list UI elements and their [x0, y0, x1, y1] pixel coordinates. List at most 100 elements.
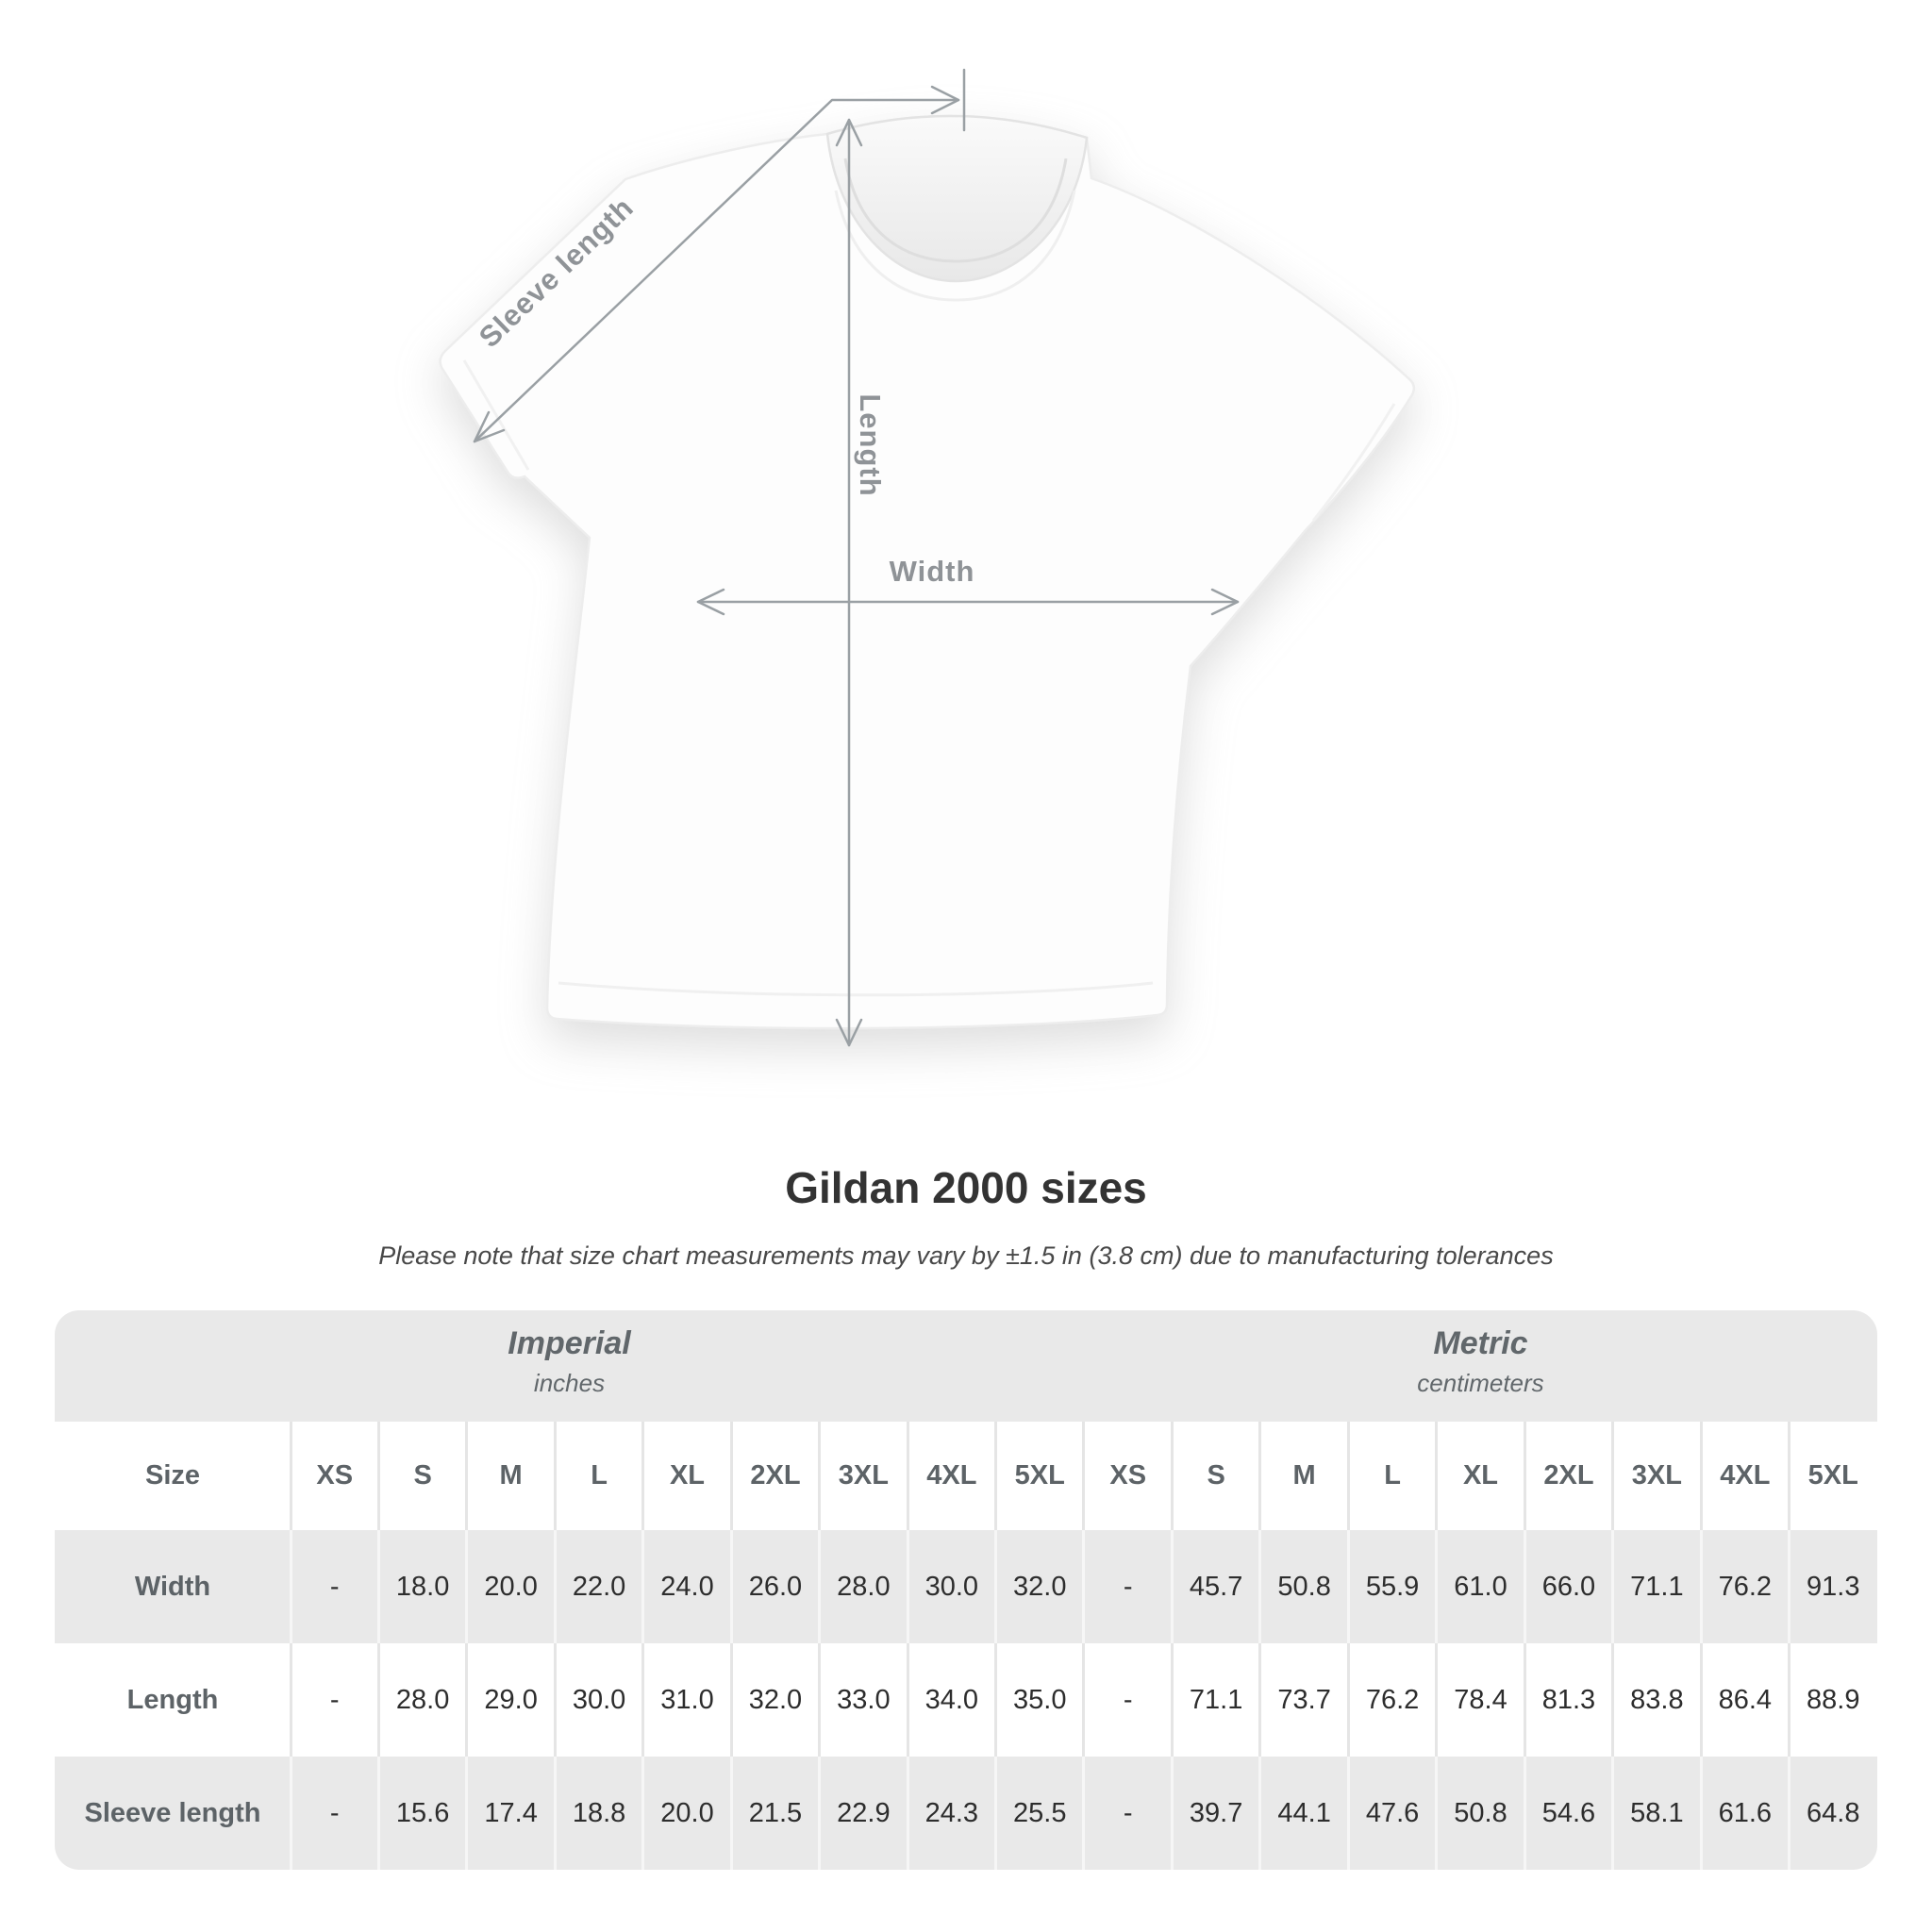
value-cell: 91.3 — [1788, 1530, 1877, 1643]
value-cell: 50.8 — [1258, 1530, 1348, 1643]
group-header-imperial: Imperial inches — [55, 1310, 1084, 1422]
left-cuff-stitching — [462, 359, 530, 471]
value-cell: 24.0 — [641, 1530, 731, 1643]
column-header: 4XL — [1699, 1422, 1789, 1530]
group-header-metric: Metric centimeters — [1084, 1310, 1877, 1422]
value-cell: 61.0 — [1435, 1530, 1524, 1643]
column-header: XS — [289, 1422, 378, 1530]
column-header: S — [1170, 1422, 1259, 1530]
table-row-sleeve-length: Sleeve length - 15.6 17.4 18.8 20.0 21.5… — [55, 1757, 1877, 1870]
row-label: Width — [134, 1571, 211, 1602]
column-header: M — [1258, 1422, 1348, 1530]
column-header: L — [553, 1422, 642, 1530]
value-cell: 58.1 — [1611, 1757, 1701, 1870]
value-cell: 71.1 — [1170, 1643, 1259, 1757]
group-unit-metric: centimeters — [1417, 1369, 1544, 1397]
right-cuff-stitching — [1311, 403, 1396, 522]
table-row-length: Length - 28.0 29.0 30.0 31.0 32.0 33.0 3… — [55, 1643, 1877, 1757]
value-cell: 35.0 — [994, 1643, 1084, 1757]
column-header: 4XL — [906, 1422, 995, 1530]
size-chart-table: Imperial inches Metric centimeters Size … — [55, 1310, 1877, 1870]
tolerance-note: Please note that size chart measurements… — [378, 1241, 1554, 1270]
value-cell: 33.0 — [818, 1643, 908, 1757]
column-header: S — [376, 1422, 466, 1530]
value-cell: 88.9 — [1788, 1643, 1877, 1757]
value-cell: - — [1082, 1757, 1172, 1870]
column-header-size: Size — [144, 1460, 201, 1491]
column-header: 5XL — [1788, 1422, 1877, 1530]
value-cell: 44.1 — [1258, 1757, 1348, 1870]
value-cell: 32.0 — [729, 1643, 819, 1757]
column-header: 2XL — [1523, 1422, 1612, 1530]
value-cell: 28.0 — [376, 1643, 466, 1757]
table-row-width: Width - 18.0 20.0 22.0 24.0 26.0 28.0 30… — [55, 1530, 1877, 1643]
value-cell: 83.8 — [1611, 1643, 1701, 1757]
tshirt-measurement-diagram: Sleeve length Length Width — [439, 68, 1416, 1047]
group-label-metric: Metric — [1433, 1325, 1528, 1361]
value-cell: 86.4 — [1699, 1643, 1789, 1757]
page-title: Gildan 2000 sizes — [785, 1163, 1147, 1212]
column-header: 5XL — [994, 1422, 1084, 1530]
value-cell: 17.4 — [465, 1757, 555, 1870]
value-cell: 45.7 — [1170, 1530, 1259, 1643]
value-cell: 71.1 — [1611, 1530, 1701, 1643]
header-row: Size XS S M L XL 2XL 3XL 4XL 5XL XS S M … — [55, 1422, 1877, 1530]
value-cell: 76.2 — [1346, 1643, 1436, 1757]
tshirt-silhouette — [439, 114, 1416, 1030]
value-cell: 20.0 — [641, 1757, 731, 1870]
value-cell: 54.6 — [1523, 1757, 1612, 1870]
value-cell: 66.0 — [1523, 1530, 1612, 1643]
value-cell: 64.8 — [1788, 1757, 1877, 1870]
value-cell: 22.9 — [818, 1757, 908, 1870]
column-header: L — [1346, 1422, 1436, 1530]
value-cell: 21.5 — [729, 1757, 819, 1870]
value-cell: 15.6 — [376, 1757, 466, 1870]
length-arrow — [835, 118, 863, 1047]
value-cell: 31.0 — [641, 1643, 731, 1757]
width-arrow — [696, 588, 1240, 616]
row-label: Sleeve length — [84, 1797, 261, 1828]
value-cell: 24.3 — [906, 1757, 995, 1870]
column-header: 2XL — [729, 1422, 819, 1530]
value-cell: 18.0 — [376, 1530, 466, 1643]
value-cell: 50.8 — [1435, 1757, 1524, 1870]
value-cell: 34.0 — [906, 1643, 995, 1757]
value-cell: 78.4 — [1435, 1643, 1524, 1757]
value-cell: 18.8 — [553, 1757, 642, 1870]
value-cell: 76.2 — [1699, 1530, 1789, 1643]
value-cell: 61.6 — [1699, 1757, 1789, 1870]
value-cell: - — [1082, 1530, 1172, 1643]
column-header: XL — [641, 1422, 731, 1530]
value-cell: 55.9 — [1346, 1530, 1436, 1643]
column-header: 3XL — [818, 1422, 908, 1530]
value-cell: 73.7 — [1258, 1643, 1348, 1757]
hem-stitching — [558, 981, 1154, 997]
group-label-imperial: Imperial — [508, 1325, 631, 1361]
row-label: Length — [126, 1684, 219, 1715]
value-cell: - — [289, 1757, 378, 1870]
value-cell: 30.0 — [906, 1530, 995, 1643]
value-cell: 29.0 — [465, 1643, 555, 1757]
collar-rib-seam — [843, 158, 1068, 263]
column-header: M — [465, 1422, 555, 1530]
value-cell: 28.0 — [818, 1530, 908, 1643]
unit-group-row: Imperial inches Metric centimeters — [55, 1310, 1877, 1422]
value-cell: 22.0 — [553, 1530, 642, 1643]
value-cell: 25.5 — [994, 1757, 1084, 1870]
column-header: XL — [1435, 1422, 1524, 1530]
value-cell: 81.3 — [1523, 1643, 1612, 1757]
tshirt-illustration — [439, 68, 1416, 1047]
value-cell: 32.0 — [994, 1530, 1084, 1643]
value-cell: 47.6 — [1346, 1757, 1436, 1870]
value-cell: - — [1082, 1643, 1172, 1757]
value-cell: - — [289, 1530, 378, 1643]
value-cell: 30.0 — [553, 1643, 642, 1757]
collar-stitching — [834, 190, 1076, 302]
value-cell: 26.0 — [729, 1530, 819, 1643]
value-cell: 39.7 — [1170, 1757, 1259, 1870]
sleeve-length-arrow — [473, 68, 966, 443]
column-header: XS — [1082, 1422, 1172, 1530]
group-unit-imperial: inches — [533, 1369, 606, 1397]
column-header: 3XL — [1611, 1422, 1701, 1530]
value-cell: - — [289, 1643, 378, 1757]
